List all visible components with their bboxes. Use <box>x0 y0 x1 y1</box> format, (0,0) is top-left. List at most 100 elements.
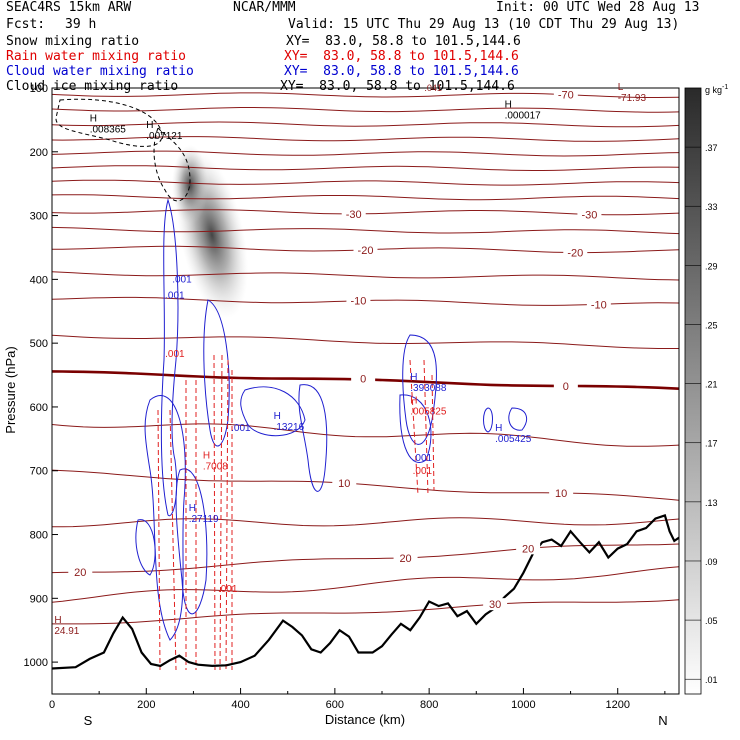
isotherm-line <box>52 599 679 625</box>
field-xy-rain: XY= 83.0, 58.8 to 101.5,144.6 <box>284 49 519 64</box>
x-end-right: N <box>658 713 667 728</box>
colorbar-unit: g kg-1 <box>705 84 728 95</box>
isotherm-label: 20 <box>399 553 411 565</box>
temperature-contours <box>52 92 679 625</box>
x-axis-title: Distance (km) <box>325 712 405 727</box>
isotherm-label: -20 <box>567 248 583 260</box>
cloud-water-contour <box>203 299 230 447</box>
isotherm-line <box>52 165 679 171</box>
colorbar-bar <box>684 87 702 695</box>
extremum-value: .13216 <box>274 422 305 433</box>
colorbar: .01 .05 .09 .13 .17 .21 .25 .29 .33 .37 g kg-1 <box>684 84 728 695</box>
contour-label: .001 <box>231 423 251 434</box>
x-tick-label: 600 <box>326 699 344 711</box>
snow-contour <box>153 127 191 202</box>
extremum-marker: H <box>495 423 502 434</box>
rain-contour <box>157 409 177 671</box>
field-xy-cloud-water: XY= 83.0, 58.8 to 101.5,144.6 <box>284 64 519 79</box>
cloud-water-contour <box>298 384 328 492</box>
extremum-marker: H <box>90 114 97 125</box>
rain-contour <box>185 380 197 670</box>
terrain-line <box>52 513 679 670</box>
colorbar-tick-label: .25 <box>705 320 718 330</box>
colorbar-tick-label: .13 <box>705 498 718 508</box>
isotherm-label: -30 <box>346 209 362 221</box>
cloud-water-contour <box>508 407 528 431</box>
isotherm-line <box>52 469 679 501</box>
field-label-rain: Rain water mixing ratio <box>6 49 187 64</box>
y-axis-title: Pressure (hPa) <box>3 346 18 433</box>
org-label: NCAR/MMM <box>233 0 296 15</box>
field-label-cloud-water: Cloud water mixing ratio <box>6 64 194 79</box>
extremum-value: .005425 <box>495 434 532 445</box>
x-tick-label: 800 <box>420 699 438 711</box>
isotherm-label: -10 <box>591 299 607 311</box>
y-tick-label: 800 <box>30 530 48 542</box>
isotherm-label: -30 <box>581 209 597 221</box>
contour-label: .001 <box>165 291 185 302</box>
isotherm-line <box>52 226 679 235</box>
contour-label: .001 <box>165 349 185 360</box>
extremum-marker: H <box>505 100 512 111</box>
isotherm-line <box>52 121 679 128</box>
y-tick-label: 600 <box>30 402 48 414</box>
plot-frame <box>51 87 680 695</box>
colorbar-tick-label: .29 <box>705 261 718 271</box>
cloud-water-contour <box>135 519 156 576</box>
model-title: SEAC4RS 15km ARW <box>6 0 132 15</box>
x-tick-label: 1000 <box>511 699 535 711</box>
colorbar-tick-label: .05 <box>705 616 718 626</box>
x-tick-label: 1200 <box>605 699 629 711</box>
isotherm-line <box>52 179 679 186</box>
isotherm-label: 20 <box>74 567 86 579</box>
extremum-value: .27119 <box>189 514 219 525</box>
axes: 0 200 400 600 800 1000 12002003004005006007008… <box>24 83 666 711</box>
cloud-water-contour <box>483 407 493 433</box>
isotherm-line <box>52 517 679 528</box>
y-tick-label: 300 <box>30 211 48 223</box>
overprinted-label: .041 <box>424 83 442 93</box>
x-tick-label: 0 <box>49 699 55 711</box>
y-tick-label: 1000 <box>24 657 48 669</box>
colorbar-tick-label: .33 <box>705 202 718 212</box>
y-tick-label: 700 <box>30 466 48 478</box>
extremum-marker: H <box>203 450 210 461</box>
cloud-water-contour <box>240 386 306 437</box>
field-xy-cloud-ice: XY= 83.0, 58.8 to 101.5,144.6 <box>280 79 515 94</box>
extremum-marker: H <box>410 396 417 407</box>
x-tick-label: 400 <box>231 699 249 711</box>
rain-contour <box>409 359 435 496</box>
contour-label: .001 <box>413 466 433 477</box>
extremum-value: .000017 <box>505 111 542 122</box>
cloud-water-contour <box>160 198 179 517</box>
colorbar-tick-label: .01 <box>705 675 718 685</box>
cloud-water-contour <box>175 468 208 615</box>
extremum-value: .005825 <box>410 407 447 418</box>
isotherm-label: 0 <box>360 374 366 386</box>
isotherm-label: 10 <box>555 488 567 500</box>
isotherm-line <box>52 271 679 281</box>
cloud-water-contour <box>144 395 186 641</box>
isotherm-label: -10 <box>350 296 366 308</box>
terrain-profile <box>52 513 679 670</box>
extremum-value: .7008 <box>203 461 228 472</box>
isotherm-line <box>52 92 679 98</box>
isotherm-line <box>52 194 679 201</box>
x-end-left: S <box>84 713 93 728</box>
extremum-marker: H <box>146 120 153 131</box>
extremum-marker: L <box>618 82 624 93</box>
extremum-value: .008365 <box>90 125 127 136</box>
isotherm-label: 10 <box>338 478 350 490</box>
extremum-marker: H <box>189 503 196 514</box>
snow-shading <box>172 145 248 319</box>
extremum-marker: H <box>274 411 281 422</box>
extremum-value: 24.91 <box>54 626 79 637</box>
extremum-value: .393088 <box>410 383 447 394</box>
isotherm-line <box>52 423 679 447</box>
cloud-water-contour <box>399 394 432 463</box>
contour-label: .001 <box>218 584 238 595</box>
contour-label: .001 <box>172 275 192 286</box>
y-tick-label: 500 <box>30 338 48 350</box>
colorbar-tick-label: .09 <box>705 557 718 567</box>
